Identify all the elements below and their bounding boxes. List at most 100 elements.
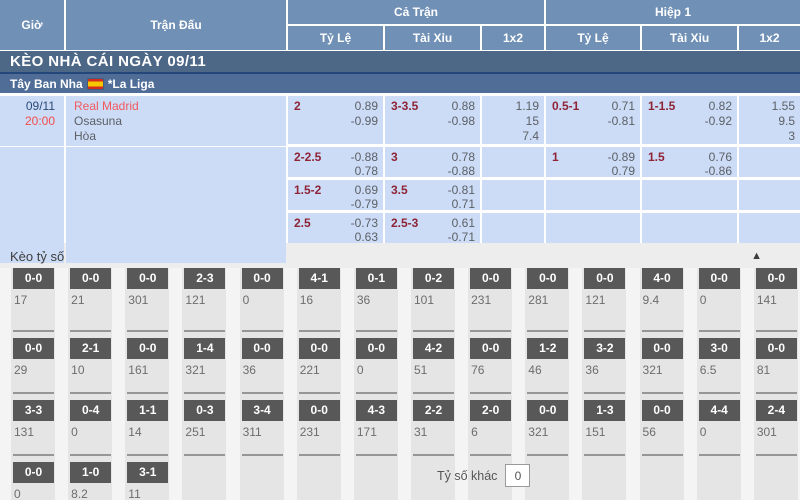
score-box-button[interactable]: 3-2 <box>584 338 626 359</box>
score-box-button[interactable]: 0-0 <box>13 268 54 289</box>
score-box-button[interactable]: 0-0 <box>698 268 740 289</box>
league-header[interactable]: Tây Ban Nha *La Liga <box>0 72 800 93</box>
score-box-button[interactable]: 1-3 <box>584 400 626 421</box>
score-box-button[interactable]: 1-0 <box>70 462 112 483</box>
score-box-button[interactable]: 0-0 <box>584 268 626 289</box>
score-box-button[interactable]: 0-0 <box>13 338 54 359</box>
score-box-button[interactable]: 3-4 <box>241 400 283 421</box>
score-box-button[interactable]: 0-0 <box>241 268 283 289</box>
score-odd-value: 8.2 <box>71 487 88 500</box>
score-odd-value: 321 <box>528 425 549 439</box>
score-box-button[interactable]: 4-1 <box>298 268 340 289</box>
score-odd-value: 121 <box>585 293 606 307</box>
score-odd-value: 51 <box>413 363 428 377</box>
score-odd-value: 6.5 <box>699 363 717 377</box>
match-odds-rows: 09/11 20:00 Real Madrid Osasuna Hòa 2 0.89 -0.9… <box>0 93 800 263</box>
h1-over-under-cell[interactable]: 1.5 0.76 -0.86 <box>642 147 737 178</box>
h1-over-under-cell <box>642 180 737 210</box>
score-box-button[interactable]: 0-0 <box>641 400 683 421</box>
home-team-name[interactable]: Real Madrid <box>74 99 139 113</box>
score-box-button[interactable]: 4-2 <box>412 338 454 359</box>
ft-1x2-cell[interactable]: 1.19 15 7.4 <box>482 96 544 144</box>
score-section-title: Kèo tỷ số <box>10 249 65 264</box>
ft-over-under-cell[interactable]: 3.5 -0.81 0.71 <box>385 180 480 211</box>
ft-handicap-cell[interactable]: 2-2.5 -0.88 0.78 <box>288 147 383 178</box>
score-box-button[interactable]: 4-4 <box>698 400 740 421</box>
other-score: Tỷ số khác 0 <box>437 464 531 487</box>
score-box-button[interactable]: 3-0 <box>698 338 740 359</box>
match-teams-cell[interactable]: Real Madrid Osasuna Hòa <box>66 96 286 146</box>
ft-handicap-cell[interactable]: 2 0.89 -0.99 <box>288 96 383 144</box>
score-box-button[interactable]: 0-1 <box>355 268 397 289</box>
score-box-button[interactable]: 0-4 <box>70 400 112 421</box>
score-cell <box>742 454 800 500</box>
score-box-button[interactable]: 0-0 <box>470 268 512 289</box>
score-box-button[interactable]: 0-0 <box>298 400 340 421</box>
score-box-button[interactable]: 0-0 <box>755 268 797 289</box>
separator-line <box>355 392 397 394</box>
score-box-button[interactable]: 3-1 <box>127 462 169 483</box>
score-box-button[interactable]: 2-2 <box>412 400 454 421</box>
odds-values: 0.89 -0.99 <box>350 99 378 128</box>
score-box-button[interactable]: 0-0 <box>127 338 169 359</box>
score-box-button[interactable]: 2-1 <box>70 338 112 359</box>
other-score-input[interactable]: 0 <box>505 464 531 487</box>
ft-over-under-cell[interactable]: 3 0.78 -0.88 <box>385 147 480 178</box>
score-odd-value: 0 <box>699 425 707 439</box>
score-box-button[interactable]: 1-2 <box>527 338 569 359</box>
score-box-button[interactable]: 0-0 <box>527 400 569 421</box>
score-box-button[interactable]: 0-0 <box>755 338 797 359</box>
score-box-button[interactable]: 0-0 <box>127 268 169 289</box>
score-box-button[interactable]: 1-4 <box>184 338 226 359</box>
score-box-button[interactable]: 2-4 <box>755 400 797 421</box>
score-cell: 0-2 101 <box>399 268 458 330</box>
away-team-name[interactable]: Osasuna <box>74 114 123 128</box>
separator-line <box>355 330 397 332</box>
score-odd-value: 36 <box>585 363 599 377</box>
ft-over-under-cell[interactable]: 3-3.5 0.88 -0.98 <box>385 96 480 144</box>
score-box-button[interactable]: 0-0 <box>70 268 112 289</box>
score-box-button[interactable]: 0-0 <box>641 338 683 359</box>
h1-handicap-cell[interactable]: 0.5-1 0.71 -0.81 <box>546 96 640 144</box>
h1-over-under-cell[interactable]: 1-1.5 0.82 -0.92 <box>642 96 737 144</box>
score-box-button[interactable]: 4-0 <box>641 268 683 289</box>
match-date: 09/11 <box>25 99 55 113</box>
score-box-button[interactable]: 1-1 <box>127 400 169 421</box>
score-cell <box>285 454 343 500</box>
score-cell: 1-4 321 <box>171 330 229 392</box>
score-cell: 0-0 321 <box>514 392 572 454</box>
score-box-button[interactable]: 0-0 <box>241 338 283 359</box>
ft-handicap-cell[interactable]: 1.5-2 0.69 -0.79 <box>288 180 383 211</box>
score-cell <box>628 454 686 500</box>
score-odd-value: 101 <box>413 293 435 307</box>
odds-values: -0.89 0.79 <box>607 150 635 178</box>
score-box-button[interactable]: 0-2 <box>412 268 454 289</box>
score-box-button[interactable]: 0-0 <box>13 462 54 483</box>
score-box-button[interactable]: 3-3 <box>13 400 54 421</box>
collapse-chevron-up-icon[interactable]: ▲ <box>751 250 762 262</box>
ft-over-under-cell[interactable]: 2.5-3 0.61 -0.71 <box>385 213 480 244</box>
separator-line <box>584 454 626 456</box>
score-box-button[interactable]: 4-3 <box>355 400 397 421</box>
score-box-button[interactable]: 0-0 <box>355 338 397 359</box>
score-cell: 0-0 81 <box>742 330 800 392</box>
score-box-button[interactable]: 0-3 <box>184 400 226 421</box>
score-odd-value: 29 <box>14 363 28 377</box>
separator-line <box>298 392 340 394</box>
h1-handicap-cell[interactable]: 1 -0.89 0.79 <box>546 147 640 178</box>
col-header-ft-handicap: Tỷ Lệ <box>288 26 383 50</box>
score-box-button[interactable]: 2-3 <box>184 268 226 289</box>
h1-1x2-cell[interactable]: 1.55 9.5 3 <box>739 96 800 144</box>
score-odd-value: 0 <box>242 293 250 307</box>
col-header-h1-handicap: Tỷ Lệ <box>546 26 640 50</box>
score-box-button[interactable]: 0-0 <box>298 338 340 359</box>
ft-handicap-cell[interactable]: 2.5 -0.73 0.63 <box>288 213 383 244</box>
score-odd-value: 321 <box>642 363 663 377</box>
col-header-ft-1x2: 1x2 <box>482 26 544 50</box>
score-box-button[interactable]: 0-0 <box>470 338 512 359</box>
score-box-button[interactable]: 2-0 <box>470 400 512 421</box>
score-box-button[interactable]: 0-0 <box>527 268 569 289</box>
col-header-first-half: Hiệp 1 <box>546 0 800 24</box>
score-cell: 0-0 29 <box>0 330 58 392</box>
